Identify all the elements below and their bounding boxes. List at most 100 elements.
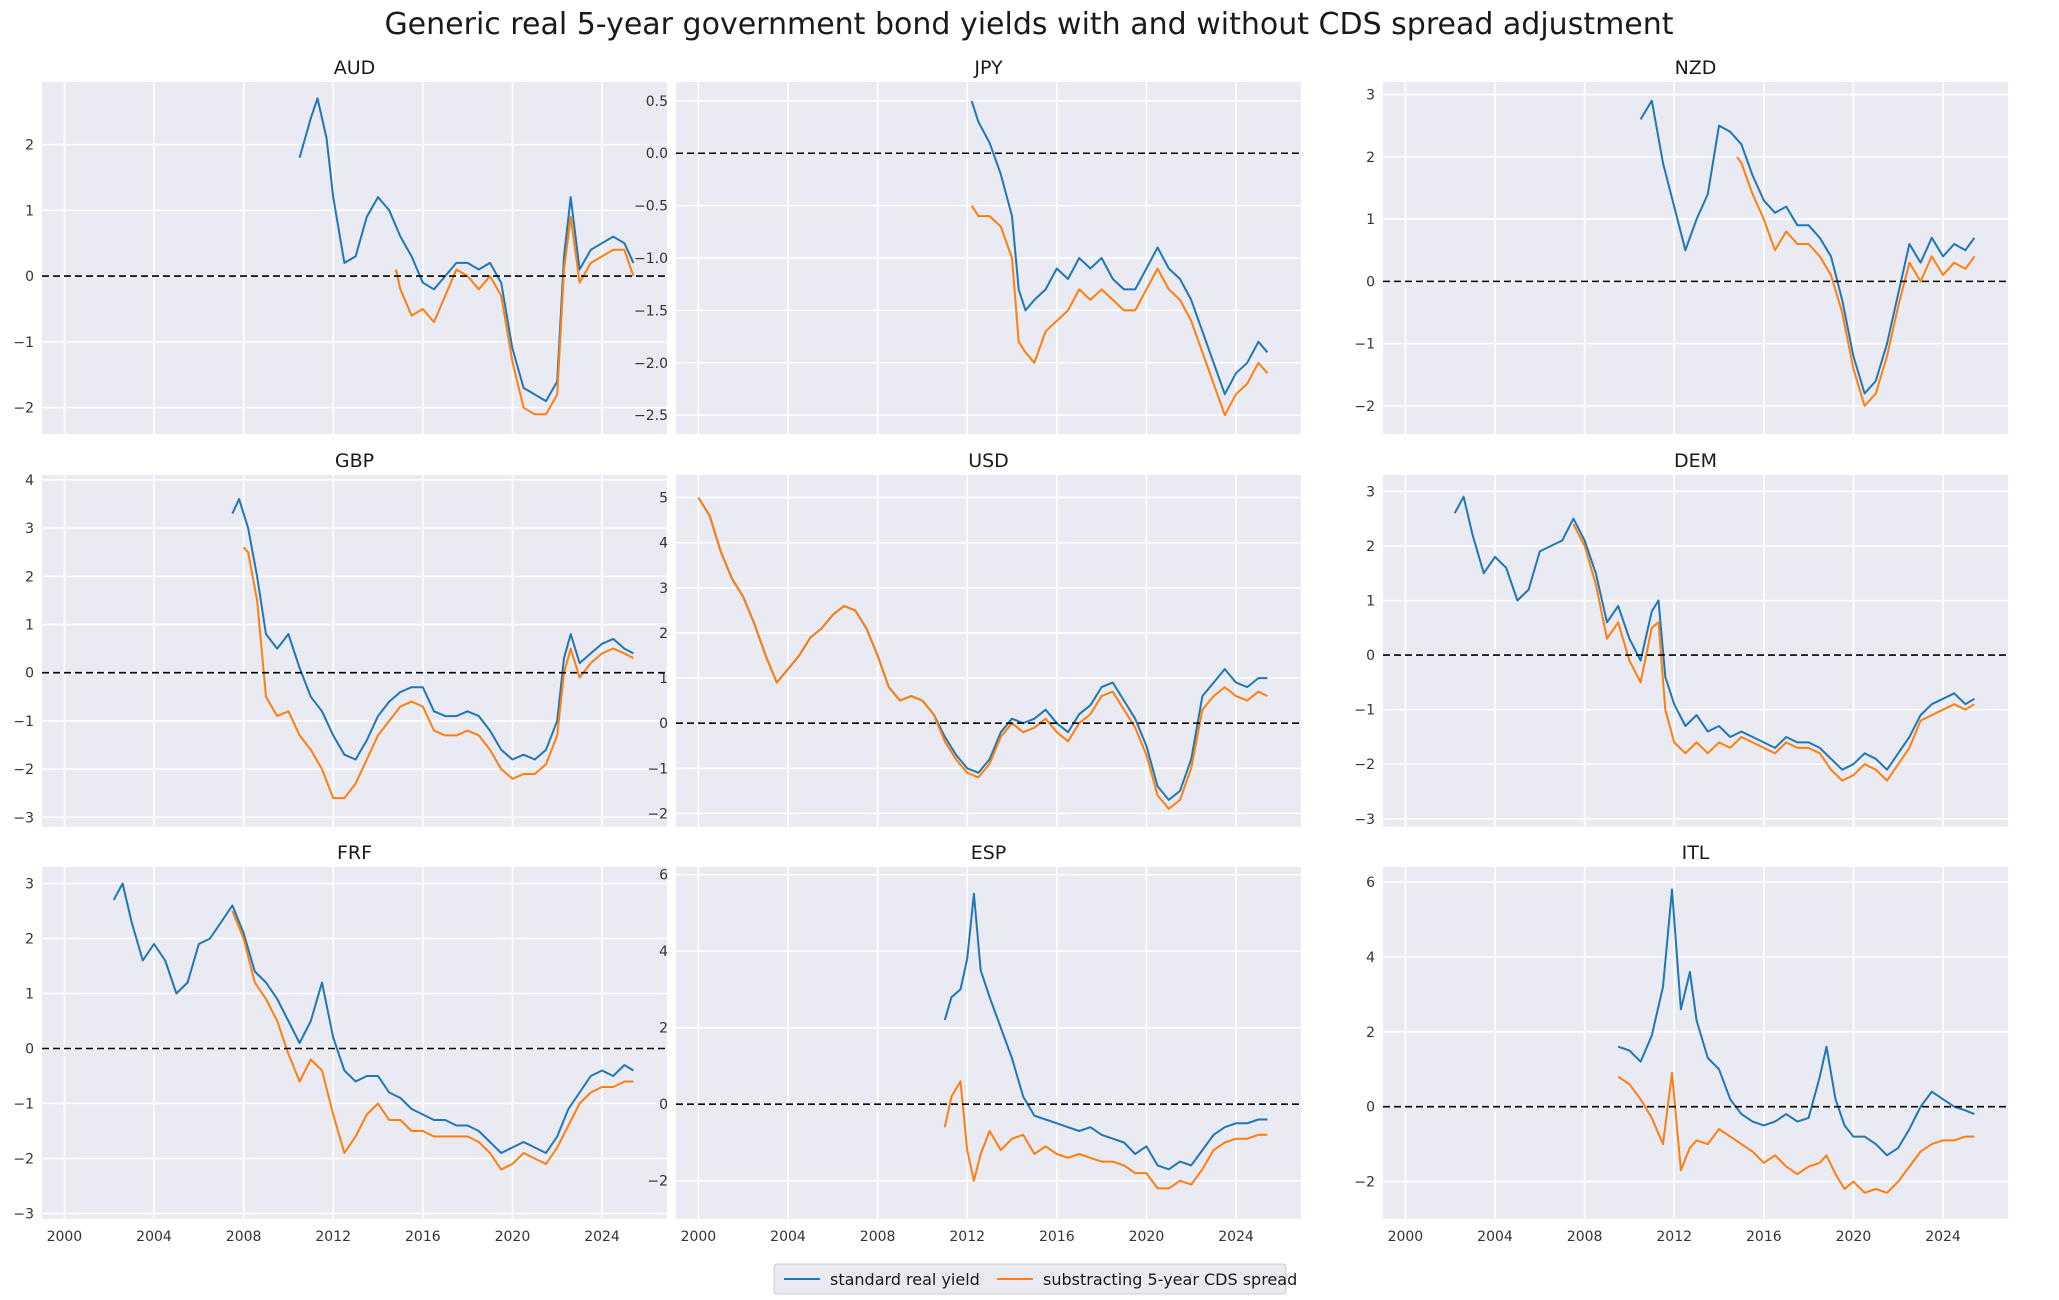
y-tick-label: 0 — [1366, 274, 1375, 290]
y-tick-label: 2 — [1366, 150, 1375, 166]
plot-area — [1383, 475, 2008, 827]
x-tick-label: 2024 — [1218, 1229, 1254, 1245]
y-tick-label: −2 — [13, 1152, 34, 1168]
y-tick-label: 0 — [1366, 1100, 1375, 1116]
series-line-standard-real-yield — [298, 97, 635, 403]
series-line-standard-real-yield — [1617, 888, 1975, 1157]
x-tick-label: 2000 — [681, 1229, 717, 1245]
y-tick-label: 0.5 — [646, 94, 668, 110]
legend-label: standard real yield — [830, 1270, 980, 1289]
y-tick-label: −2.0 — [634, 356, 668, 372]
x-tick-label: 2016 — [405, 1229, 441, 1245]
x-tick-label: 2008 — [226, 1229, 262, 1245]
y-tick-label: −2.5 — [634, 408, 668, 424]
x-tick-label: 2004 — [1477, 1229, 1513, 1245]
y-tick-label: −3 — [1354, 812, 1375, 828]
plot-area — [1383, 82, 2008, 434]
y-tick-label: 0 — [25, 666, 34, 682]
y-tick-label: 4 — [659, 536, 668, 552]
y-tick-label: −3 — [13, 1207, 34, 1223]
y-tick-label: 2 — [659, 626, 668, 642]
x-tick-label: 2016 — [1746, 1229, 1782, 1245]
x-tick-label: 2000 — [47, 1229, 83, 1245]
y-tick-label: −3 — [13, 810, 34, 826]
y-tick-label: 2 — [25, 569, 34, 585]
y-tick-label: 0 — [1366, 648, 1375, 664]
y-tick-label: 1 — [1366, 594, 1375, 610]
x-tick-label: 2012 — [315, 1229, 351, 1245]
y-tick-label: 0 — [25, 1042, 34, 1058]
series-line-standard-real-yield — [970, 100, 1269, 396]
series-line-standard-real-yield — [112, 882, 634, 1154]
y-tick-label: −1 — [647, 761, 668, 777]
x-tick-label: 2012 — [949, 1229, 985, 1245]
x-tick-label: 2016 — [1039, 1229, 1075, 1245]
subplot-title: FRF — [337, 842, 372, 864]
y-tick-label: 4 — [25, 473, 34, 489]
y-tick-label: −2 — [13, 762, 34, 778]
y-tick-label: 3 — [659, 581, 668, 597]
figure-title: Generic real 5-year government bond yiel… — [384, 7, 1673, 42]
y-tick-label: 3 — [1366, 87, 1375, 103]
subplot-title: DEM — [1674, 450, 1717, 472]
y-tick-label: 1 — [25, 617, 34, 633]
x-tick-label: 2020 — [495, 1229, 531, 1245]
y-tick-label: 4 — [1366, 950, 1375, 966]
series-line-cds-adjusted — [943, 1080, 1268, 1190]
y-tick-label: −1 — [13, 335, 34, 351]
series-line-standard-real-yield — [1453, 495, 1975, 771]
y-tick-label: −2 — [1354, 399, 1375, 415]
plot-area — [676, 475, 1301, 827]
y-tick-label: 0 — [659, 1097, 668, 1113]
subplot-title: ITL — [1682, 842, 1710, 864]
y-tick-label: −1.0 — [634, 251, 668, 267]
subplot-jpy: 0.5 0.0 −0.5 −1.0 −1.5 −2.0 −2.5 JPY — [634, 57, 1301, 434]
series-line-cds-adjusted — [697, 497, 1268, 810]
y-tick-label: 3 — [25, 877, 34, 893]
legend: standard real yield substracting 5-year C… — [773, 1263, 1297, 1295]
y-tick-label: 1 — [25, 203, 34, 219]
series-line-cds-adjusted — [1617, 1072, 1975, 1194]
x-tick-label: 2004 — [770, 1229, 806, 1245]
series-line-cds-adjusted — [242, 546, 634, 800]
y-tick-label: 3 — [1366, 484, 1375, 500]
y-tick-label: −1 — [13, 714, 34, 730]
subplot-title: ESP — [971, 842, 1007, 864]
y-tick-label: −1 — [1354, 703, 1375, 719]
series-line-cds-adjusted — [394, 215, 635, 416]
plot-area — [1383, 867, 2008, 1219]
plot-area — [676, 867, 1301, 1219]
series-line-cds-adjusted — [970, 205, 1269, 417]
x-tick-label: 2024 — [1925, 1229, 1961, 1245]
y-tick-label: 0 — [25, 269, 34, 285]
series-line-cds-adjusted — [231, 910, 634, 1171]
x-tick-label: 2004 — [136, 1229, 172, 1245]
y-tick-label: −2 — [1354, 1175, 1375, 1191]
y-tick-label: 2 — [659, 1021, 668, 1037]
y-tick-label: −1 — [13, 1097, 34, 1113]
plot-area — [42, 475, 667, 827]
subplot-title: USD — [968, 450, 1009, 472]
subplot-frf: 2000 2004 2008 2012 2016 2020 2024 3 2 1 0 −1 −2 −3 FR… — [13, 842, 667, 1245]
subplot-nzd: 3 2 1 0 −1 −2 NZD — [1354, 57, 2008, 434]
subplot-itl: 2000 2004 2008 2012 2016 2020 2024 6 4 2 0 −2 ITL — [1354, 842, 2008, 1245]
y-tick-label: 2 — [25, 932, 34, 948]
y-tick-label: 1 — [1366, 212, 1375, 228]
legend-label: substracting 5-year CDS spread — [1043, 1270, 1297, 1289]
series-line-cds-adjusted — [1572, 523, 1975, 782]
x-tick-label: 2012 — [1656, 1229, 1692, 1245]
y-tick-label: 3 — [25, 521, 34, 537]
series-line-standard-real-yield — [1639, 99, 1976, 395]
y-tick-label: 2 — [25, 138, 34, 154]
series-line-standard-real-yield — [943, 892, 1268, 1171]
x-tick-label: 2020 — [1836, 1229, 1872, 1245]
y-tick-label: −2 — [13, 401, 34, 417]
subplot-grid: 2 1 0 −1 −2 AUD 0.5 0.0 −0.5 −1.0 −1.5 −2.0 −2.5 JPY 3… — [13, 57, 2008, 1245]
y-tick-label: 0.0 — [646, 146, 668, 162]
subplot-title: GBP — [335, 450, 374, 472]
y-tick-label: 4 — [659, 944, 668, 960]
x-tick-label: 2024 — [584, 1229, 620, 1245]
x-tick-label: 2008 — [860, 1229, 896, 1245]
x-tick-label: 2000 — [1388, 1229, 1424, 1245]
